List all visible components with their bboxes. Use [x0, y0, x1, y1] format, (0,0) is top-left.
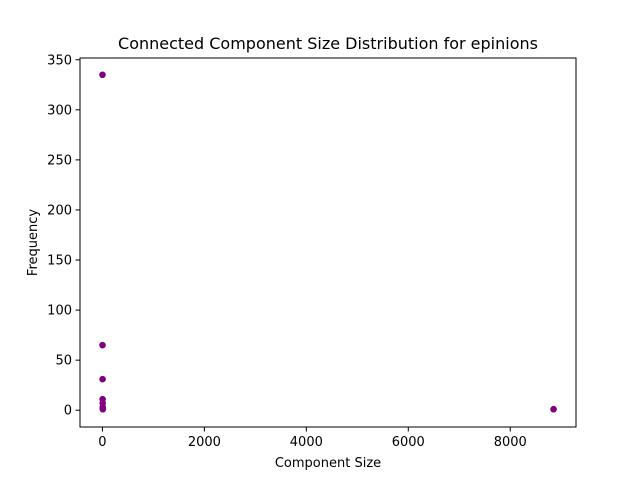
data-point	[99, 341, 106, 349]
x-tick-label: 0	[98, 435, 106, 450]
x-tick-label: 8000	[494, 435, 527, 450]
y-tick-label: 300	[47, 103, 72, 118]
y-tick-label: 100	[47, 304, 72, 319]
y-tick-label: 200	[47, 203, 72, 218]
y-tick-label: 350	[47, 53, 72, 68]
chart-title: Connected Component Size Distribution fo…	[118, 34, 538, 53]
data-point	[550, 405, 557, 413]
x-axis-label: Component Size	[275, 456, 381, 471]
y-tick-label: 50	[55, 354, 72, 369]
x-tick-label: 6000	[392, 435, 425, 450]
y-axis-ticks: 0 50 100 150 200 250 300 350	[47, 53, 80, 419]
y-tick-label: 0	[64, 404, 72, 419]
axes-frame	[79, 57, 577, 428]
y-tick-label: 150	[47, 254, 72, 269]
x-tick-label: 2000	[188, 435, 221, 450]
data-point	[99, 375, 106, 383]
data-points	[99, 71, 557, 413]
data-point	[99, 405, 107, 413]
x-axis-ticks: 0 2000 4000 6000 8000	[98, 427, 527, 450]
plot-area	[79, 57, 577, 428]
y-axis-label: Frequency	[26, 209, 41, 276]
y-tick-label: 250	[47, 153, 72, 168]
data-point	[99, 71, 106, 79]
x-tick-label: 4000	[290, 435, 323, 450]
